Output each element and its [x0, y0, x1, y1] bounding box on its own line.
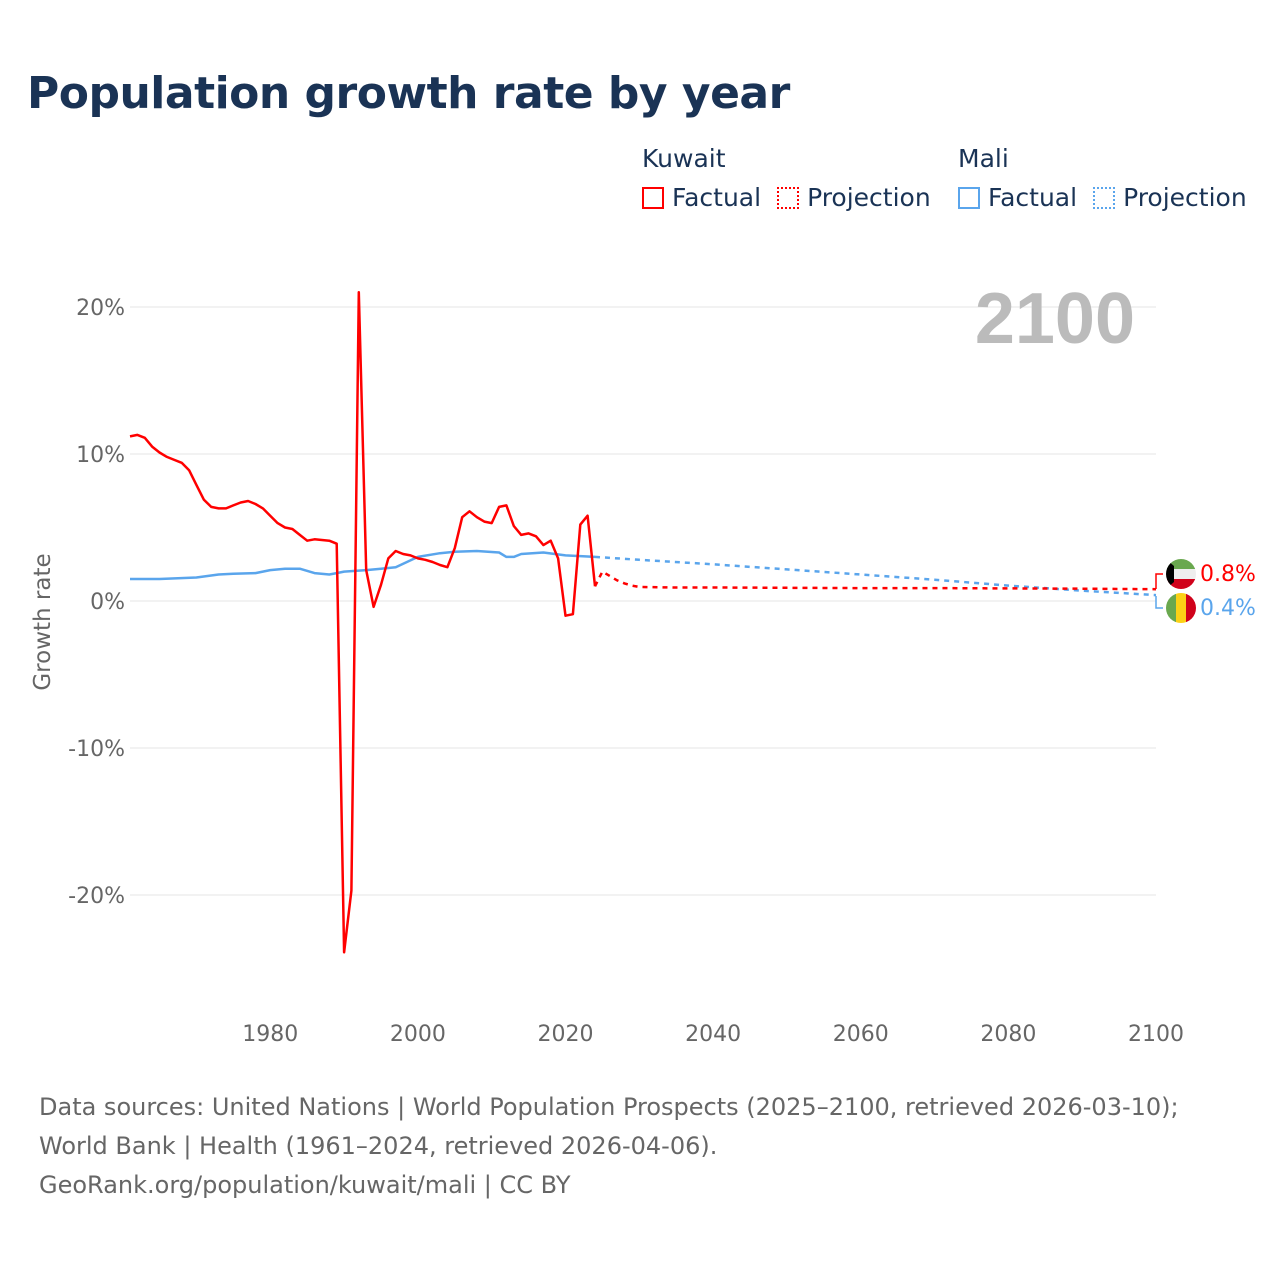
legend-group-name: Kuwait	[642, 144, 726, 173]
legend-label: Factual	[672, 183, 762, 212]
mali-end-label: 0.4%	[1200, 596, 1256, 621]
y-axis-label: Growth rate	[30, 553, 56, 690]
y-tick-label: -20%	[68, 884, 125, 909]
y-tick-label: 20%	[76, 296, 125, 321]
y-tick-label: -10%	[68, 737, 125, 762]
legend-label: Factual	[988, 183, 1078, 212]
mali-factual-line	[130, 549, 596, 581]
kuwait-end-label: 0.8%	[1200, 562, 1256, 587]
legend-mali-projection[interactable]: Projection	[1093, 183, 1247, 212]
legend-kuwait-projection[interactable]: Projection	[777, 183, 931, 212]
x-tick-label: 2040	[685, 1022, 741, 1047]
credit-link[interactable]: GeoRank.org/population/kuwait/mali | CC …	[39, 1171, 571, 1199]
x-tick-label: 2100	[1128, 1022, 1184, 1047]
mali-projection-line	[594, 555, 1157, 597]
footer: Data sources: United Nations | World Pop…	[39, 1088, 1239, 1205]
legend-kuwait: Kuwait Factual Projection	[642, 144, 947, 212]
legend-label: Projection	[1123, 183, 1247, 212]
year-watermark: 2100	[975, 279, 1135, 359]
chart-title: Population growth rate by year	[27, 68, 790, 119]
kuwait-factual-line	[129, 291, 597, 954]
dotted-swatch-icon	[1093, 186, 1116, 209]
x-tick-label: 2020	[537, 1022, 593, 1047]
y-tick-label: 0%	[90, 590, 125, 615]
legend-label: Projection	[807, 183, 931, 212]
kuwait-flag-icon	[1166, 559, 1196, 589]
x-tick-label: 2080	[980, 1022, 1036, 1047]
legend-group-name: Mali	[958, 144, 1009, 173]
y-tick-label: 10%	[76, 443, 125, 468]
legend-kuwait-factual[interactable]: Factual	[642, 183, 761, 212]
x-tick-label: 2000	[390, 1022, 446, 1047]
data-sources: Data sources: United Nations | World Pop…	[39, 1093, 1179, 1160]
mali-flag-icon	[1166, 593, 1196, 623]
solid-swatch-icon	[642, 186, 664, 209]
line-chart: 20% 10% 0% -10% -20% 1980 2000 2020 2040 2060 2080…	[30, 279, 1256, 1047]
x-tick-label: 1980	[242, 1022, 298, 1047]
x-tick-label: 2060	[833, 1022, 889, 1047]
legend-mali: Mali Factual Projection	[958, 144, 1263, 212]
dotted-swatch-icon	[777, 186, 800, 209]
legend-mali-factual[interactable]: Factual	[958, 183, 1077, 212]
kuwait-projection-line	[593, 569, 1157, 591]
solid-swatch-icon	[958, 186, 980, 209]
